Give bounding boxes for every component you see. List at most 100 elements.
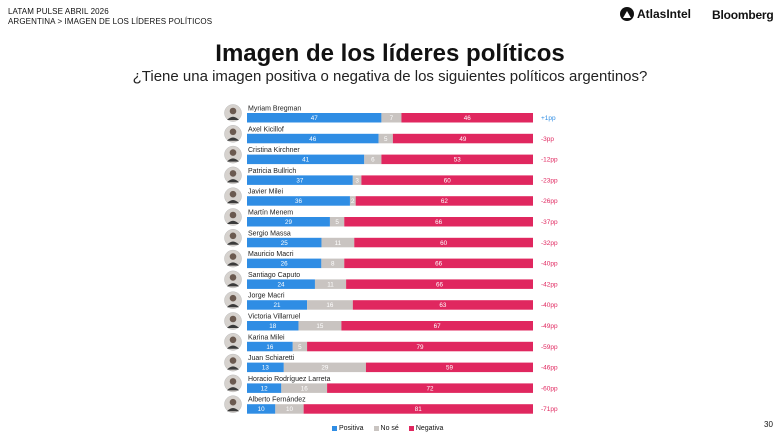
report-breadcrumb: ARGENTINA > IMAGEN DE LOS LÍDERES POLÍTI… [8,17,213,26]
bar-positiva-row-1 [247,113,382,123]
bar-label-negativa-row-12: 79 [417,344,425,351]
difference-row-3: -12pp [541,157,558,164]
bar-negativa-row-15 [303,404,533,414]
avatar-head-row-9 [229,274,237,281]
avatar-body-row-7 [227,241,239,245]
avatar-body-row-3 [227,158,239,162]
difference-row-15: -71pp [541,406,558,413]
bar-label-positiva-row-6: 29 [285,219,293,226]
bar-label-positiva-row-7: 25 [281,240,289,247]
bar-label-negativa-row-13: 59 [446,365,454,372]
bar-nose-row-7 [321,237,355,248]
page-number: 30 [764,420,773,429]
avatar-head-row-1 [229,107,237,115]
bar-label-nose-row-10: 16 [326,302,334,309]
bar-nose-row-9 [314,279,347,289]
avatar-body-row-5 [227,199,239,204]
bar-positiva-row-5 [247,196,350,206]
bar-label-negativa-row-10: 63 [439,302,447,309]
bar-nose-row-4 [352,175,362,185]
bar-negativa-row-7 [354,237,533,248]
bar-label-nose-row-3: 6 [371,157,375,164]
bar-label-negativa-row-6: 66 [435,219,443,226]
politician-name-row-9: Santiago Caputo [248,272,300,279]
avatar-body-row-13 [227,366,239,370]
bar-label-nose-row-8: 8 [331,261,335,268]
difference-row-10: -40pp [541,302,558,309]
bar-label-nose-row-5: 2 [351,198,355,205]
bar-positiva-row-3 [247,154,365,165]
bar-nose-row-3 [364,154,382,165]
politician-name-row-2: Axel Kicillof [248,126,284,133]
bar-positiva-row-8 [247,258,322,269]
bar-nose-row-14 [281,383,328,393]
politician-name-row-13: Juan Schiaretti [248,355,295,362]
avatar-head-row-13 [229,357,237,364]
avatar-head-row-5 [229,190,237,198]
avatar-head-row-3 [229,149,237,156]
avatar-head-row-7 [229,232,237,240]
bar-positiva-row-4 [247,175,353,185]
difference-row-1: +1pp [541,115,556,122]
bar-positiva-row-13 [247,362,284,373]
politician-name-row-12: Karina Milei [248,334,285,341]
avatar-body-row-9 [227,283,239,287]
bar-label-nose-row-7: 11 [335,240,342,247]
bar-label-positiva-row-2: 46 [309,136,317,143]
bar-label-negativa-row-1: 46 [464,115,472,122]
politician-name-row-1: Myriam Bregman [248,106,301,113]
chart-legend: Positiva No sé Negativa [332,425,443,432]
chart-subtitle: ¿Tiene una imagen positiva o negativa de… [132,68,648,85]
bar-negativa-row-5 [355,196,533,206]
bar-positiva-row-7 [247,237,322,248]
bar-negativa-row-2 [392,133,533,144]
bar-positiva-row-10 [247,300,308,310]
politician-name-row-7: Sergio Massa [248,230,291,237]
bar-label-nose-row-2: 5 [384,136,388,143]
report-series-label: LATAM PULSE ABRIL 2026 [8,7,109,16]
avatar-head-row-10 [229,294,237,302]
stacked-bar-chart: Myriam Bregman 47 7 46 +1pp Axel Kicillof 46 5 4… [224,104,558,414]
legend-swatch-nose [373,426,379,431]
bar-positiva-row-15 [247,404,276,414]
bar-nose-row-2 [378,133,393,144]
bloomberg-logo: Bloomberg [712,8,774,22]
bar-label-positiva-row-14: 12 [261,385,269,392]
difference-row-5: -26pp [541,198,558,205]
bar-label-nose-row-14: 16 [301,385,309,392]
legend-label-positiva: Positiva [339,425,364,432]
avatar-body-row-4 [227,179,239,183]
legend-item-negativa: Negativa [408,425,443,432]
bar-label-positiva-row-1: 47 [311,115,319,122]
bar-positiva-row-11 [247,321,299,331]
politician-name-row-8: Mauricio Macri [248,251,294,258]
avatar-body-row-1 [227,116,239,120]
bar-negativa-row-4 [361,175,533,185]
bar-label-nose-row-13: 29 [321,365,329,372]
bar-negativa-row-14 [327,383,533,393]
difference-row-9: -42pp [541,281,558,288]
bar-positiva-row-14 [247,383,282,393]
bar-label-positiva-row-5: 36 [295,198,303,205]
avatar-body-row-15 [227,407,239,412]
difference-row-14: -60pp [541,385,558,392]
avatar-body-row-14 [227,387,239,391]
bar-label-positiva-row-11: 18 [269,323,277,330]
difference-row-7: -32pp [541,240,558,247]
avatar-body-row-10 [227,303,239,308]
avatar-head-row-12 [229,336,237,344]
bar-label-negativa-row-5: 62 [441,198,449,205]
difference-row-2: -3pp [541,136,554,143]
difference-row-12: -59pp [541,344,558,351]
bar-negativa-row-10 [352,300,533,310]
bar-label-nose-row-1: 7 [390,115,394,122]
bar-label-nose-row-9: 11 [327,281,334,288]
avatar-head-row-11 [229,315,237,323]
avatar-body-row-2 [227,137,239,141]
bar-nose-row-13 [283,362,366,373]
atlasintel-mark-icon [620,7,634,21]
bar-label-positiva-row-10: 21 [274,302,282,309]
difference-row-6: -37pp [541,219,558,226]
bar-negativa-row-6 [344,217,533,227]
bar-nose-row-8 [321,258,345,269]
